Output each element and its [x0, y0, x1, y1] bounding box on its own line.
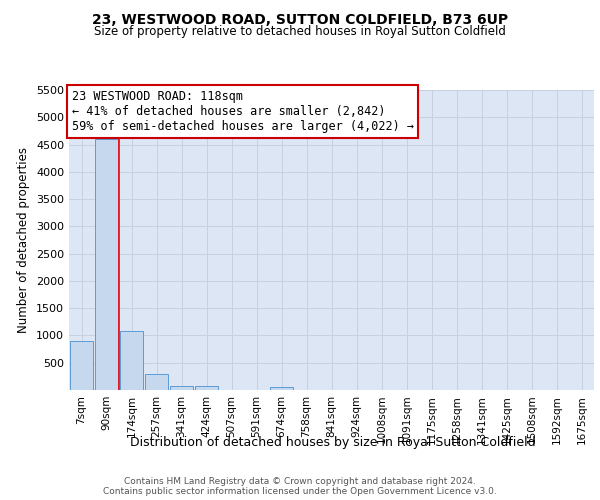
Bar — [269, 388, 293, 390]
Bar — [95, 139, 118, 390]
Text: Contains HM Land Registry data © Crown copyright and database right 2024.: Contains HM Land Registry data © Crown c… — [124, 476, 476, 486]
Text: Distribution of detached houses by size in Royal Sutton Coldfield: Distribution of detached houses by size … — [130, 436, 536, 449]
Y-axis label: Number of detached properties: Number of detached properties — [17, 147, 31, 333]
Text: Size of property relative to detached houses in Royal Sutton Coldfield: Size of property relative to detached ho… — [94, 25, 506, 38]
Text: 23 WESTWOOD ROAD: 118sqm
← 41% of detached houses are smaller (2,842)
59% of sem: 23 WESTWOOD ROAD: 118sqm ← 41% of detach… — [71, 90, 413, 133]
Bar — [194, 386, 218, 390]
Bar — [119, 331, 143, 390]
Bar — [145, 374, 169, 390]
Text: Contains public sector information licensed under the Open Government Licence v3: Contains public sector information licen… — [103, 486, 497, 496]
Text: 23, WESTWOOD ROAD, SUTTON COLDFIELD, B73 6UP: 23, WESTWOOD ROAD, SUTTON COLDFIELD, B73… — [92, 12, 508, 26]
Bar — [170, 386, 193, 390]
Bar — [70, 341, 94, 390]
